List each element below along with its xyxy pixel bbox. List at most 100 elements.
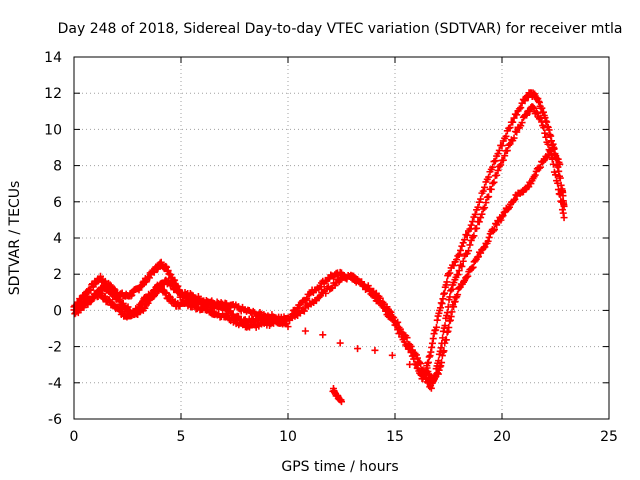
data-point — [101, 293, 109, 301]
data-point — [465, 247, 473, 255]
data-point — [450, 262, 458, 270]
data-point — [498, 213, 506, 221]
data-point — [455, 250, 463, 258]
y-tick-label: 6 — [53, 195, 62, 211]
data-point — [446, 269, 454, 277]
data-point — [429, 335, 437, 343]
data-point — [497, 216, 505, 224]
data-point — [542, 117, 550, 125]
data-point — [428, 339, 436, 347]
data-point — [90, 294, 98, 302]
series-trace-c — [74, 143, 564, 386]
data-point — [319, 331, 327, 339]
data-point — [554, 155, 562, 163]
data-point — [467, 221, 475, 229]
series-trace-a — [70, 89, 568, 383]
data-point — [316, 283, 324, 291]
data-point — [162, 262, 170, 270]
data-point — [535, 97, 543, 105]
data-point — [371, 346, 379, 354]
data-point — [466, 241, 474, 249]
data-point — [454, 271, 462, 279]
data-point — [518, 119, 526, 127]
data-point — [447, 313, 455, 321]
data-point — [301, 296, 309, 304]
data-point — [495, 162, 503, 170]
data-point — [454, 252, 462, 260]
data-point — [443, 328, 451, 336]
data-point — [541, 129, 549, 137]
data-point — [540, 124, 548, 132]
data-point — [509, 118, 517, 126]
data-point — [84, 300, 92, 308]
data-point — [155, 284, 163, 292]
plot-frame — [73, 56, 610, 420]
data-point — [491, 157, 499, 165]
data-point — [559, 209, 567, 217]
data-point — [502, 132, 510, 140]
data-point — [463, 231, 471, 239]
data-point — [284, 323, 292, 331]
data-point — [477, 195, 485, 203]
data-point — [448, 285, 456, 293]
data-point — [388, 351, 396, 359]
data-point — [394, 318, 402, 326]
data-point — [165, 292, 173, 300]
data-point — [407, 342, 415, 350]
data-point — [535, 164, 543, 172]
y-tick-label: -2 — [48, 340, 62, 356]
data-point — [424, 358, 432, 366]
data-point — [440, 347, 448, 355]
data-point — [510, 134, 518, 142]
data-point — [532, 108, 540, 116]
data-point — [499, 212, 507, 220]
data-point — [517, 104, 525, 112]
data-point — [513, 128, 521, 136]
data-point — [474, 253, 482, 261]
x-tick-label: 20 — [493, 429, 511, 445]
chart-title: Day 248 of 2018, Sidereal Day-to-day VTE… — [58, 21, 623, 37]
data-point — [494, 150, 502, 158]
data-point — [556, 160, 564, 168]
data-point — [531, 171, 539, 179]
data-point — [440, 289, 448, 297]
data-point — [426, 352, 434, 360]
data-point — [552, 171, 559, 179]
data-point — [124, 303, 132, 311]
data-point — [506, 124, 514, 132]
data-point — [491, 226, 499, 234]
data-point — [481, 243, 489, 251]
data-point — [386, 307, 394, 315]
data-point — [554, 179, 562, 187]
y-tick-label: 10 — [44, 122, 62, 138]
data-point — [411, 349, 419, 357]
data-point — [499, 156, 507, 164]
data-point — [523, 111, 531, 119]
data-point — [439, 295, 447, 303]
data-point — [388, 313, 396, 321]
data-point — [439, 348, 447, 356]
data-point — [434, 370, 442, 378]
data-point — [547, 132, 555, 140]
data-point — [427, 384, 435, 392]
data-point — [446, 316, 454, 324]
data-point — [505, 141, 513, 149]
data-point — [162, 289, 170, 297]
data-point — [515, 105, 523, 113]
data-point — [427, 348, 435, 356]
data-point — [436, 304, 444, 312]
data-point — [392, 320, 400, 328]
data-point — [485, 173, 493, 181]
data-point — [545, 126, 553, 134]
data-point — [425, 353, 433, 361]
data-point — [387, 308, 395, 316]
data-point — [489, 179, 497, 187]
data-point — [451, 298, 459, 306]
data-point — [364, 282, 372, 290]
data-point — [453, 256, 461, 264]
data-point — [478, 210, 486, 218]
data-point — [537, 114, 545, 122]
x-tick-label: 0 — [70, 429, 79, 445]
data-point — [119, 299, 127, 307]
